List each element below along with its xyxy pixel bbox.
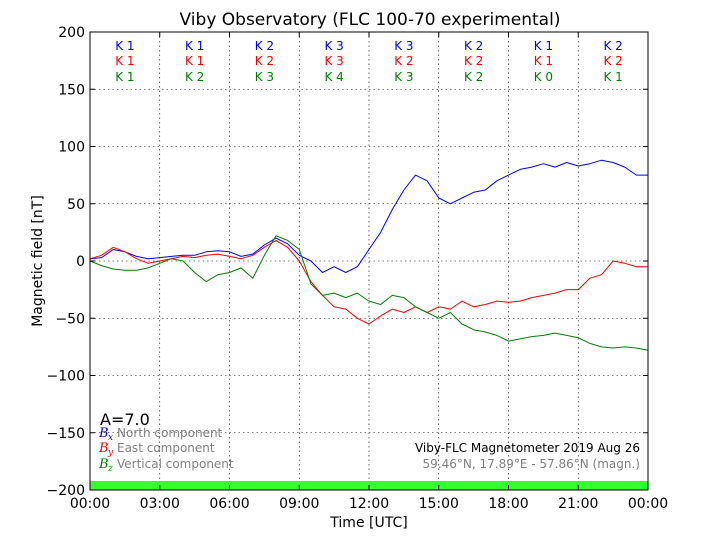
k-index-label: K 3 (394, 39, 413, 53)
k-index-label: K 2 (464, 70, 483, 84)
chart-title: Viby Observatory (FLC 100-70 experimenta… (180, 10, 561, 30)
legend-symbol: B (98, 426, 109, 441)
k-index-label: K 2 (255, 39, 274, 53)
y-tick-label: 50 (67, 197, 85, 213)
k-index-label: K 1 (115, 54, 134, 68)
series-line-z (89, 235, 649, 351)
k-index-label: K 4 (324, 70, 343, 84)
y-tick-label: 200 (58, 25, 85, 41)
x-tick-label: 03:00 (140, 496, 180, 512)
k-index-label: K 2 (603, 39, 622, 53)
k-index-label: K 1 (534, 54, 553, 68)
y-tick-label: 100 (58, 140, 85, 156)
axis-ticks (89, 31, 649, 491)
k-index-label: K 2 (185, 70, 204, 84)
k-index-label: K 3 (394, 70, 413, 84)
legend-subscript: y (107, 448, 114, 458)
y-tick-labels: 200 150 100 50 0 −50 −100 −150 −200 (47, 25, 85, 499)
legend-entry: Vertical component (117, 457, 234, 471)
station-coordinates: 59.46°N, 17.89°E - 57.86°N (magn.) (423, 457, 640, 471)
a-index-label: A=7.0 (100, 410, 150, 429)
legend-entry: East component (117, 441, 215, 455)
k-index-label: K 1 (603, 70, 622, 84)
k-index-label: K 1 (115, 39, 134, 53)
k-index-label: K 3 (255, 70, 274, 84)
magnetometer-info: Viby-FLC Magnetometer 2019 Aug 26 (415, 441, 640, 455)
grid-lines (90, 32, 648, 490)
x-tick-label: 09:00 (279, 496, 319, 512)
y-tick-label: −200 (47, 483, 85, 499)
k-index-label: K 1 (185, 54, 204, 68)
k-index-label: K 2 (255, 54, 274, 68)
k-index-label: K 1 (185, 39, 204, 53)
x-tick-label: 18:00 (488, 496, 528, 512)
k-index-label: K 2 (603, 54, 622, 68)
k-index-label: K 2 (464, 39, 483, 53)
k-index-label: K 0 (534, 70, 553, 84)
x-tick-label: 06:00 (209, 496, 249, 512)
k-index-label: K 3 (324, 54, 343, 68)
legend-subscript: z (107, 464, 113, 474)
y-tick-label: 0 (76, 254, 85, 270)
k-index-label: K 2 (394, 54, 413, 68)
x-tick-label: 12:00 (349, 496, 389, 512)
k-index-label: K 1 (534, 39, 553, 53)
y-axis-label: Magnetic field [nT] (30, 195, 46, 327)
x-tick-label: 00:00 (628, 496, 668, 512)
legend-symbol: B (98, 441, 109, 456)
k-index-label: K 1 (115, 70, 134, 84)
x-axis-label: Time [UTC] (329, 515, 407, 531)
legend-symbol: B (98, 457, 109, 472)
x-tick-labels: 00:00 03:00 06:00 09:00 12:00 15:00 18:00 21:00… (70, 496, 668, 512)
x-tick-label: 00:00 (70, 496, 110, 512)
y-tick-label: 150 (58, 82, 85, 98)
series-line-y (89, 239, 648, 325)
x-tick-label: 21:00 (558, 496, 598, 512)
series-line-x (89, 159, 648, 273)
k-index-label: K 2 (464, 54, 483, 68)
y-tick-label: −50 (55, 311, 85, 327)
k-index-label: K 3 (324, 39, 343, 53)
y-tick-label: −100 (47, 369, 85, 385)
y-tick-label: −150 (47, 426, 85, 442)
legend-subscript: x (108, 433, 113, 443)
legend-entry: North component (117, 426, 223, 440)
series-layer (89, 159, 649, 351)
x-tick-label: 15:00 (419, 496, 459, 512)
